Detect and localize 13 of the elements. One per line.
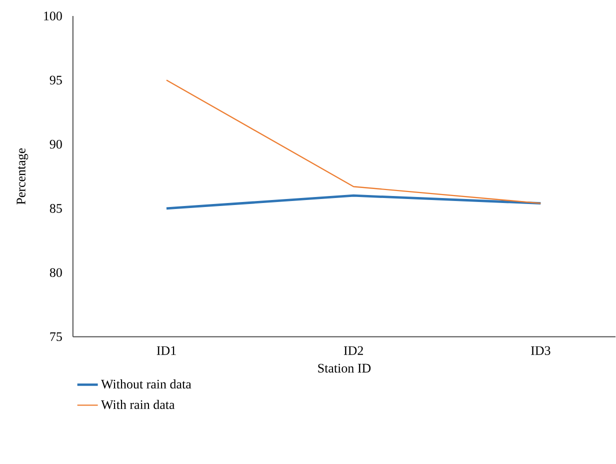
y-tick-label: 90 — [50, 140, 62, 149]
y-tick-label: 95 — [50, 76, 62, 85]
y-tick-label: 85 — [50, 204, 62, 213]
y-tick-label: 75 — [50, 332, 62, 342]
x-tick-label: ID1 — [156, 346, 176, 356]
x-tick-label: ID3 — [531, 346, 550, 356]
y-axis-title: Percentage — [16, 148, 28, 205]
y-tick-label: 100 — [44, 12, 62, 21]
x-tick-label: ID2 — [344, 346, 363, 356]
y-tick-label: 80 — [50, 268, 62, 278]
x-axis-title: Station ID — [318, 364, 371, 373]
legend-label: With rain data — [101, 400, 175, 410]
legend-label: Without rain data — [101, 380, 192, 389]
